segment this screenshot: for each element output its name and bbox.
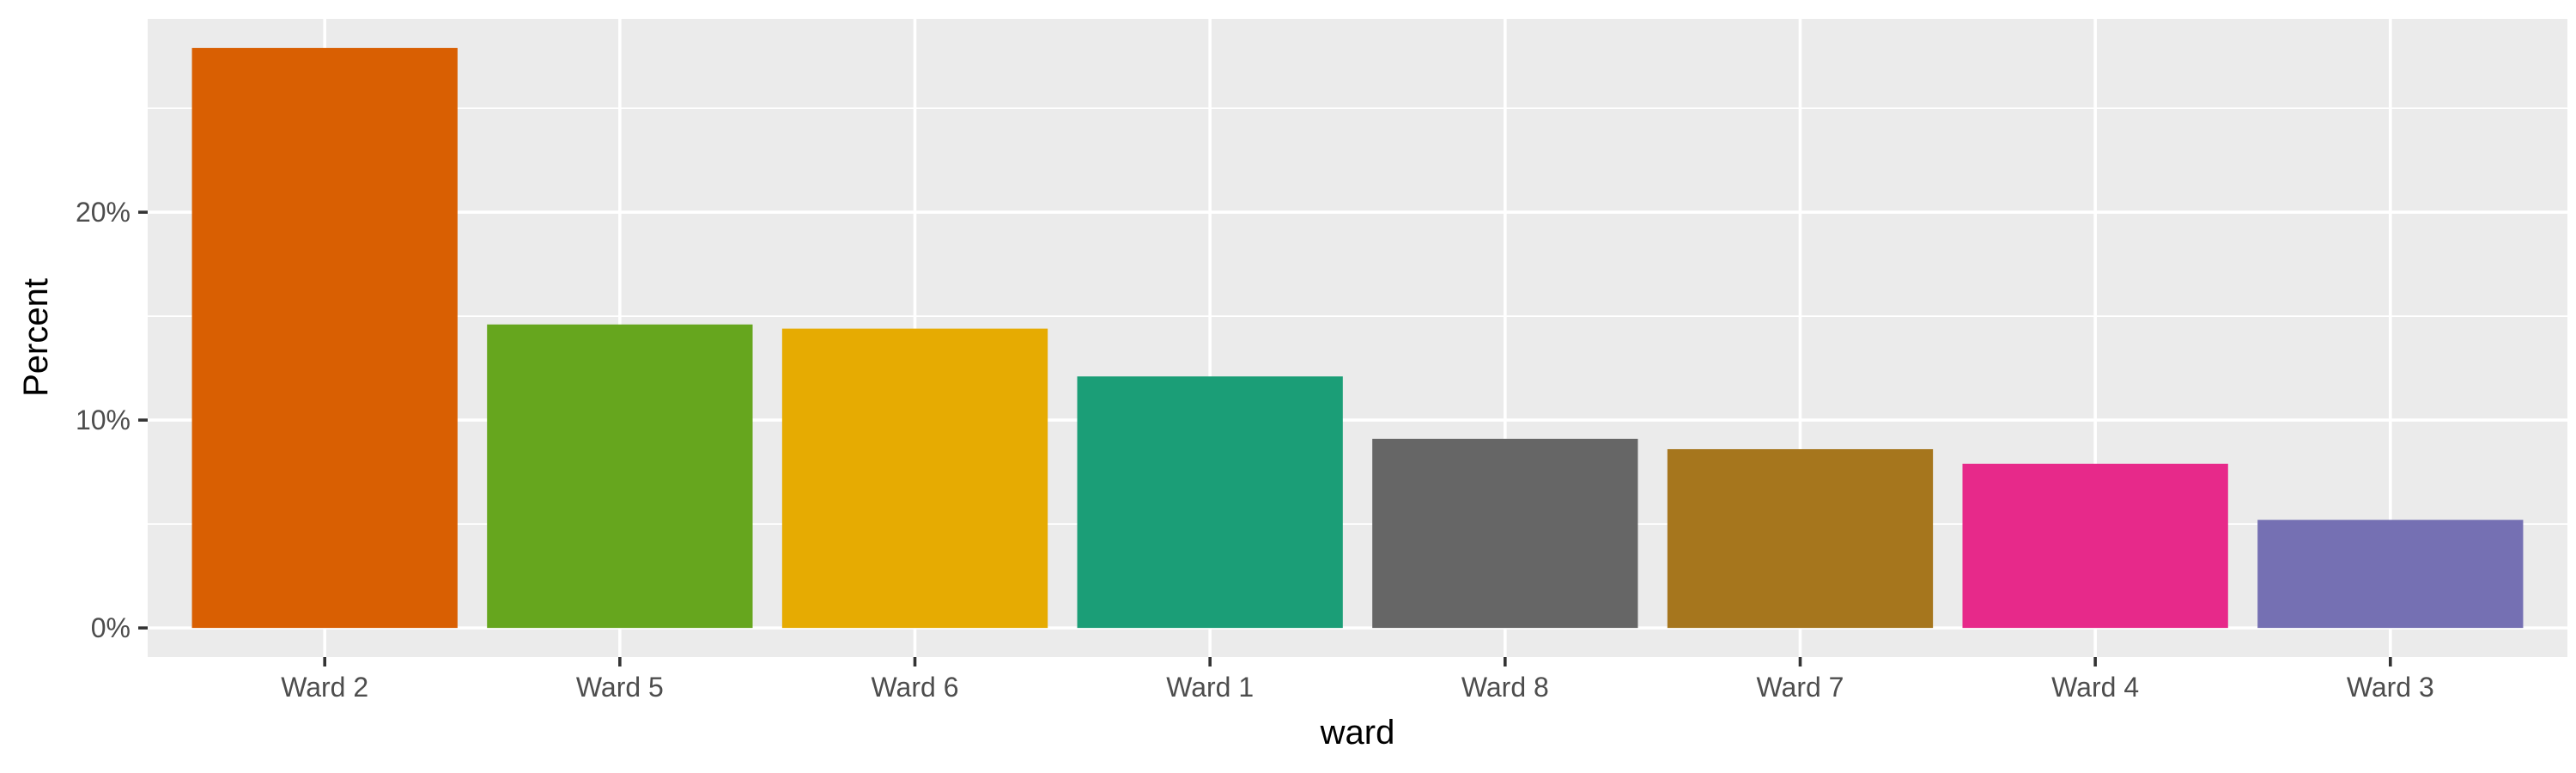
x-axis-title: ward: [1320, 714, 1395, 752]
bar-ward-3: [2257, 520, 2524, 629]
x-tick-label: Ward 4: [2051, 672, 2139, 703]
bar-ward-8: [1372, 438, 1638, 629]
x-tick-label: Ward 1: [1166, 672, 1254, 703]
x-axis: Ward 2 Ward 5 Ward 6 Ward 1 Ward 8 Ward 7 Ward…: [281, 657, 2434, 703]
y-tick-label: 10%: [76, 405, 131, 435]
x-tick-label: Ward 3: [2347, 672, 2434, 703]
y-axis-title: Percent: [17, 278, 55, 397]
bar-ward-5: [487, 324, 753, 629]
bar-ward-7: [1667, 448, 1934, 629]
y-tick-label: 0%: [91, 612, 131, 643]
y-axis: 0% 10% 20%: [76, 197, 148, 643]
x-tick-label: Ward 2: [281, 672, 368, 703]
x-tick-label: Ward 7: [1757, 672, 1844, 703]
x-tick-label: Ward 5: [576, 672, 664, 703]
y-tick-label: 20%: [76, 197, 131, 228]
bar-ward-1: [1077, 376, 1343, 629]
bar-ward-4: [1962, 463, 2228, 629]
bar-ward-6: [781, 328, 1048, 629]
bar-ward-2: [191, 47, 458, 629]
bars: [191, 47, 2524, 629]
x-tick-label: Ward 6: [872, 672, 959, 703]
x-tick-label: Ward 8: [1461, 672, 1549, 703]
